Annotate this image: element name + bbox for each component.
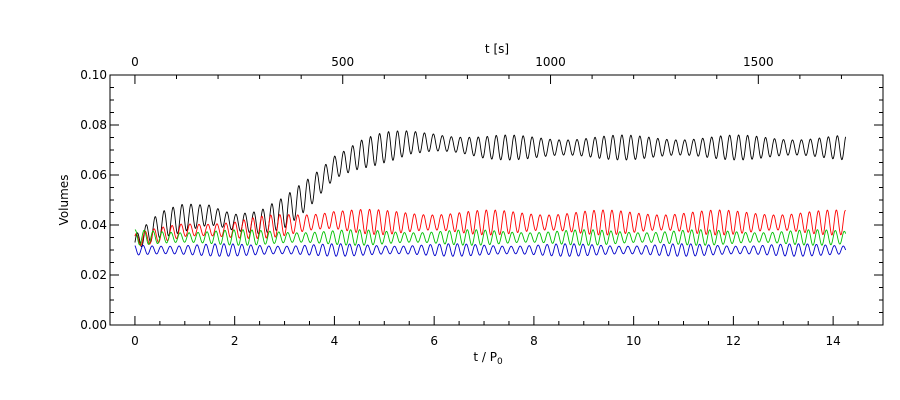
series-layer: [134, 130, 847, 257]
plot-frame: [109, 74, 884, 326]
top-tick-label: 1000: [535, 55, 566, 69]
x-tick-label: 10: [626, 334, 641, 348]
x-tick-label: 8: [530, 334, 538, 348]
x-tick-label: 2: [231, 334, 239, 348]
y-tick-label: 0.02: [80, 268, 107, 282]
top-tick-label: 500: [331, 55, 354, 69]
x-tick-label: 4: [331, 334, 339, 348]
y-tick-label: 0.06: [80, 168, 107, 182]
y-tick-label: 0.10: [80, 68, 107, 82]
y-tick-label: 0.08: [80, 118, 107, 132]
top-tick-label: 1500: [743, 55, 774, 69]
y-axis-title: Volumes: [57, 175, 71, 226]
x-tick-label: 6: [430, 334, 438, 348]
series-line-4: [134, 243, 847, 257]
ticks-layer: [110, 74, 884, 326]
series-line-3: [134, 229, 847, 246]
y-tick-label: 0.04: [80, 218, 107, 232]
top-tick-label: 0: [131, 55, 139, 69]
y-tick-label: 0.00: [80, 318, 107, 332]
bottom-axis-title-main: t / P: [473, 350, 497, 364]
top-axis-title: t [s]: [485, 42, 509, 56]
x-tick-label: 12: [726, 334, 741, 348]
x-tick-label: 14: [825, 334, 840, 348]
series-line-2: [134, 208, 846, 246]
bottom-axis-title-subscript: 0: [497, 357, 503, 367]
series-line-1: [134, 130, 847, 248]
labels-layer: 0 2 4 6 8 10 12 14 0 500 1000 1500 0.00 0.02 0.04 0.06 0…: [80, 55, 840, 348]
x-tick-label: 0: [131, 334, 139, 348]
bottom-axis-title: t / P0: [473, 350, 503, 367]
